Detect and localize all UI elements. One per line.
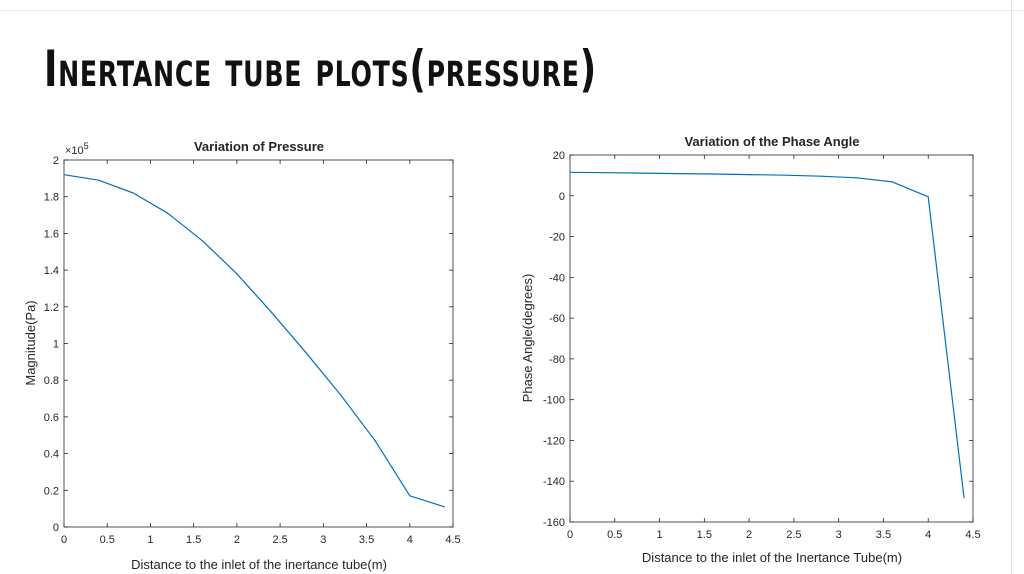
chart-1-y-tick-label: 1.2 — [44, 302, 59, 314]
chart-1-x-tick-label: 3.5 — [359, 534, 374, 546]
top-border-line — [0, 10, 1024, 11]
chart-2-x-tick-label: 1.5 — [697, 529, 712, 541]
chart-1-exponent-power: 5 — [84, 141, 89, 151]
chart-1-data-point — [236, 273, 238, 275]
chart-1-x-tick-label: 3 — [320, 534, 326, 546]
chart-2-data-point — [855, 177, 858, 179]
chart-2-x-tick-label: 1 — [656, 529, 662, 541]
chart-1-data-point — [374, 440, 376, 442]
chart-1-y-axis-label: Magnitude(Pa) — [23, 300, 38, 385]
chart-2-data-point — [891, 181, 894, 183]
chart-1-data-point — [409, 495, 411, 497]
chart-1-y-tick-label: 1.6 — [44, 228, 59, 240]
chart-1-data-point — [270, 311, 273, 313]
chart-2-x-tick-label: 3.5 — [876, 529, 891, 541]
chart-1-y-tick-label: 2 — [53, 155, 59, 167]
chart-2-data-point — [676, 172, 679, 175]
chart-2-y-tick-label: 0 — [559, 191, 565, 203]
chart-2: 0 0.5 1 1.5 2 2.5 3 3.5 4 4.5 -160 -140 -120 -100 -80 -… — [520, 134, 981, 565]
chart-2-data-point — [712, 173, 714, 175]
chart-2-data-point — [641, 172, 643, 174]
chart-1-y-tick-label: 1 — [53, 339, 59, 351]
chart-2-x-tick-label: 2.5 — [786, 529, 801, 541]
chart-1-data-point — [132, 192, 134, 194]
slide-title: Inertance tube plots(pressure) — [44, 40, 597, 98]
chart-2-data-point — [963, 496, 965, 499]
chart-2-y-tick-label: -140 — [543, 476, 565, 488]
chart-2-y-tick-label: -100 — [543, 395, 565, 407]
chart-1-y-tick-label: 1.4 — [44, 265, 59, 277]
chart-2-x-tick-label: 3 — [836, 529, 842, 541]
chart-2-x-tick-label: 4.5 — [965, 529, 980, 541]
chart-1-data-point — [63, 174, 65, 176]
chart-2-y-axis-label: Phase Angle(degrees) — [520, 274, 535, 403]
chart-2-x-tick-label: 0 — [567, 529, 573, 541]
chart-1-series-line-1 — [63, 174, 445, 508]
chart-1-data-point — [443, 506, 445, 508]
chart-2-data-point — [927, 196, 929, 198]
chart-2-x-tick-label: 0.5 — [607, 529, 622, 541]
chart-1-x-tick-label: 0 — [61, 534, 67, 546]
chart-1-data-point — [97, 179, 100, 181]
chart-2-data-point — [784, 174, 786, 176]
chart-1-x-tick-label: 0.5 — [100, 534, 115, 546]
chart-1-x-tick-label: 1.5 — [186, 534, 201, 546]
right-border-line — [1011, 0, 1012, 574]
chart-1: 0 0.5 1 1.5 2 2.5 3 3.5 4 4.5 0 0.2 0.4 0.6 0.8 1 1.2 1.4… — [23, 139, 461, 572]
chart-1-x-tick-label: 2.5 — [272, 534, 287, 546]
chart-2-y-tick-label: -40 — [549, 272, 565, 284]
chart-2-axes-box — [569, 154, 974, 523]
chart-1-y-tick-label: 0.2 — [44, 485, 59, 497]
chart-1-y-tick-label: 1.8 — [44, 192, 59, 204]
chart-2-y-tick-label: -160 — [543, 517, 565, 529]
chart-1-x-tick-label: 2 — [234, 534, 240, 546]
chart-1-data-point — [305, 352, 307, 354]
chart-2-data-point — [820, 175, 822, 177]
chart-1-title: Variation of Pressure — [194, 139, 324, 154]
chart-2-x-tick-label: 4 — [925, 529, 931, 541]
chart-1-y-tick-label: 0.4 — [44, 449, 59, 461]
chart-2-y-tick-label: 20 — [553, 150, 565, 162]
chart-1-y-tick-label: 0.8 — [44, 375, 59, 387]
chart-2-y-tick-label: -20 — [549, 232, 565, 244]
chart-1-data-point — [340, 394, 342, 396]
chart-1-y-tick-label: 0 — [53, 522, 59, 534]
chart-2-title: Variation of the Phase Angle — [684, 134, 859, 149]
chart-2-data-point — [569, 171, 571, 173]
chart-2-x-axis-label: Distance to the inlet of the Inertance T… — [642, 550, 902, 565]
chart-1-x-axis-label: Distance to the inlet of the inertance t… — [131, 557, 387, 572]
chart-2-series-line-1 — [569, 171, 965, 498]
chart-1-exponent-label: ×105 — [65, 141, 89, 157]
chart-1-x-tick-label: 4.5 — [445, 534, 460, 546]
chart-1-x-tick-label: 1 — [147, 534, 153, 546]
chart-1-x-tick-label: 4 — [407, 534, 413, 546]
chart-2-y-tick-label: -80 — [549, 354, 565, 366]
chart-2-data-point — [605, 172, 607, 174]
chart-1-y-tick-label: 0.6 — [44, 412, 59, 424]
chart-1-data-point — [167, 212, 169, 214]
chart-1-data-point — [201, 240, 203, 242]
chart-2-y-tick-label: -120 — [543, 435, 565, 447]
chart-2-y-tick-label: -60 — [549, 313, 565, 325]
chart-2-data-point — [748, 173, 750, 176]
chart-2-x-tick-label: 2 — [746, 529, 752, 541]
